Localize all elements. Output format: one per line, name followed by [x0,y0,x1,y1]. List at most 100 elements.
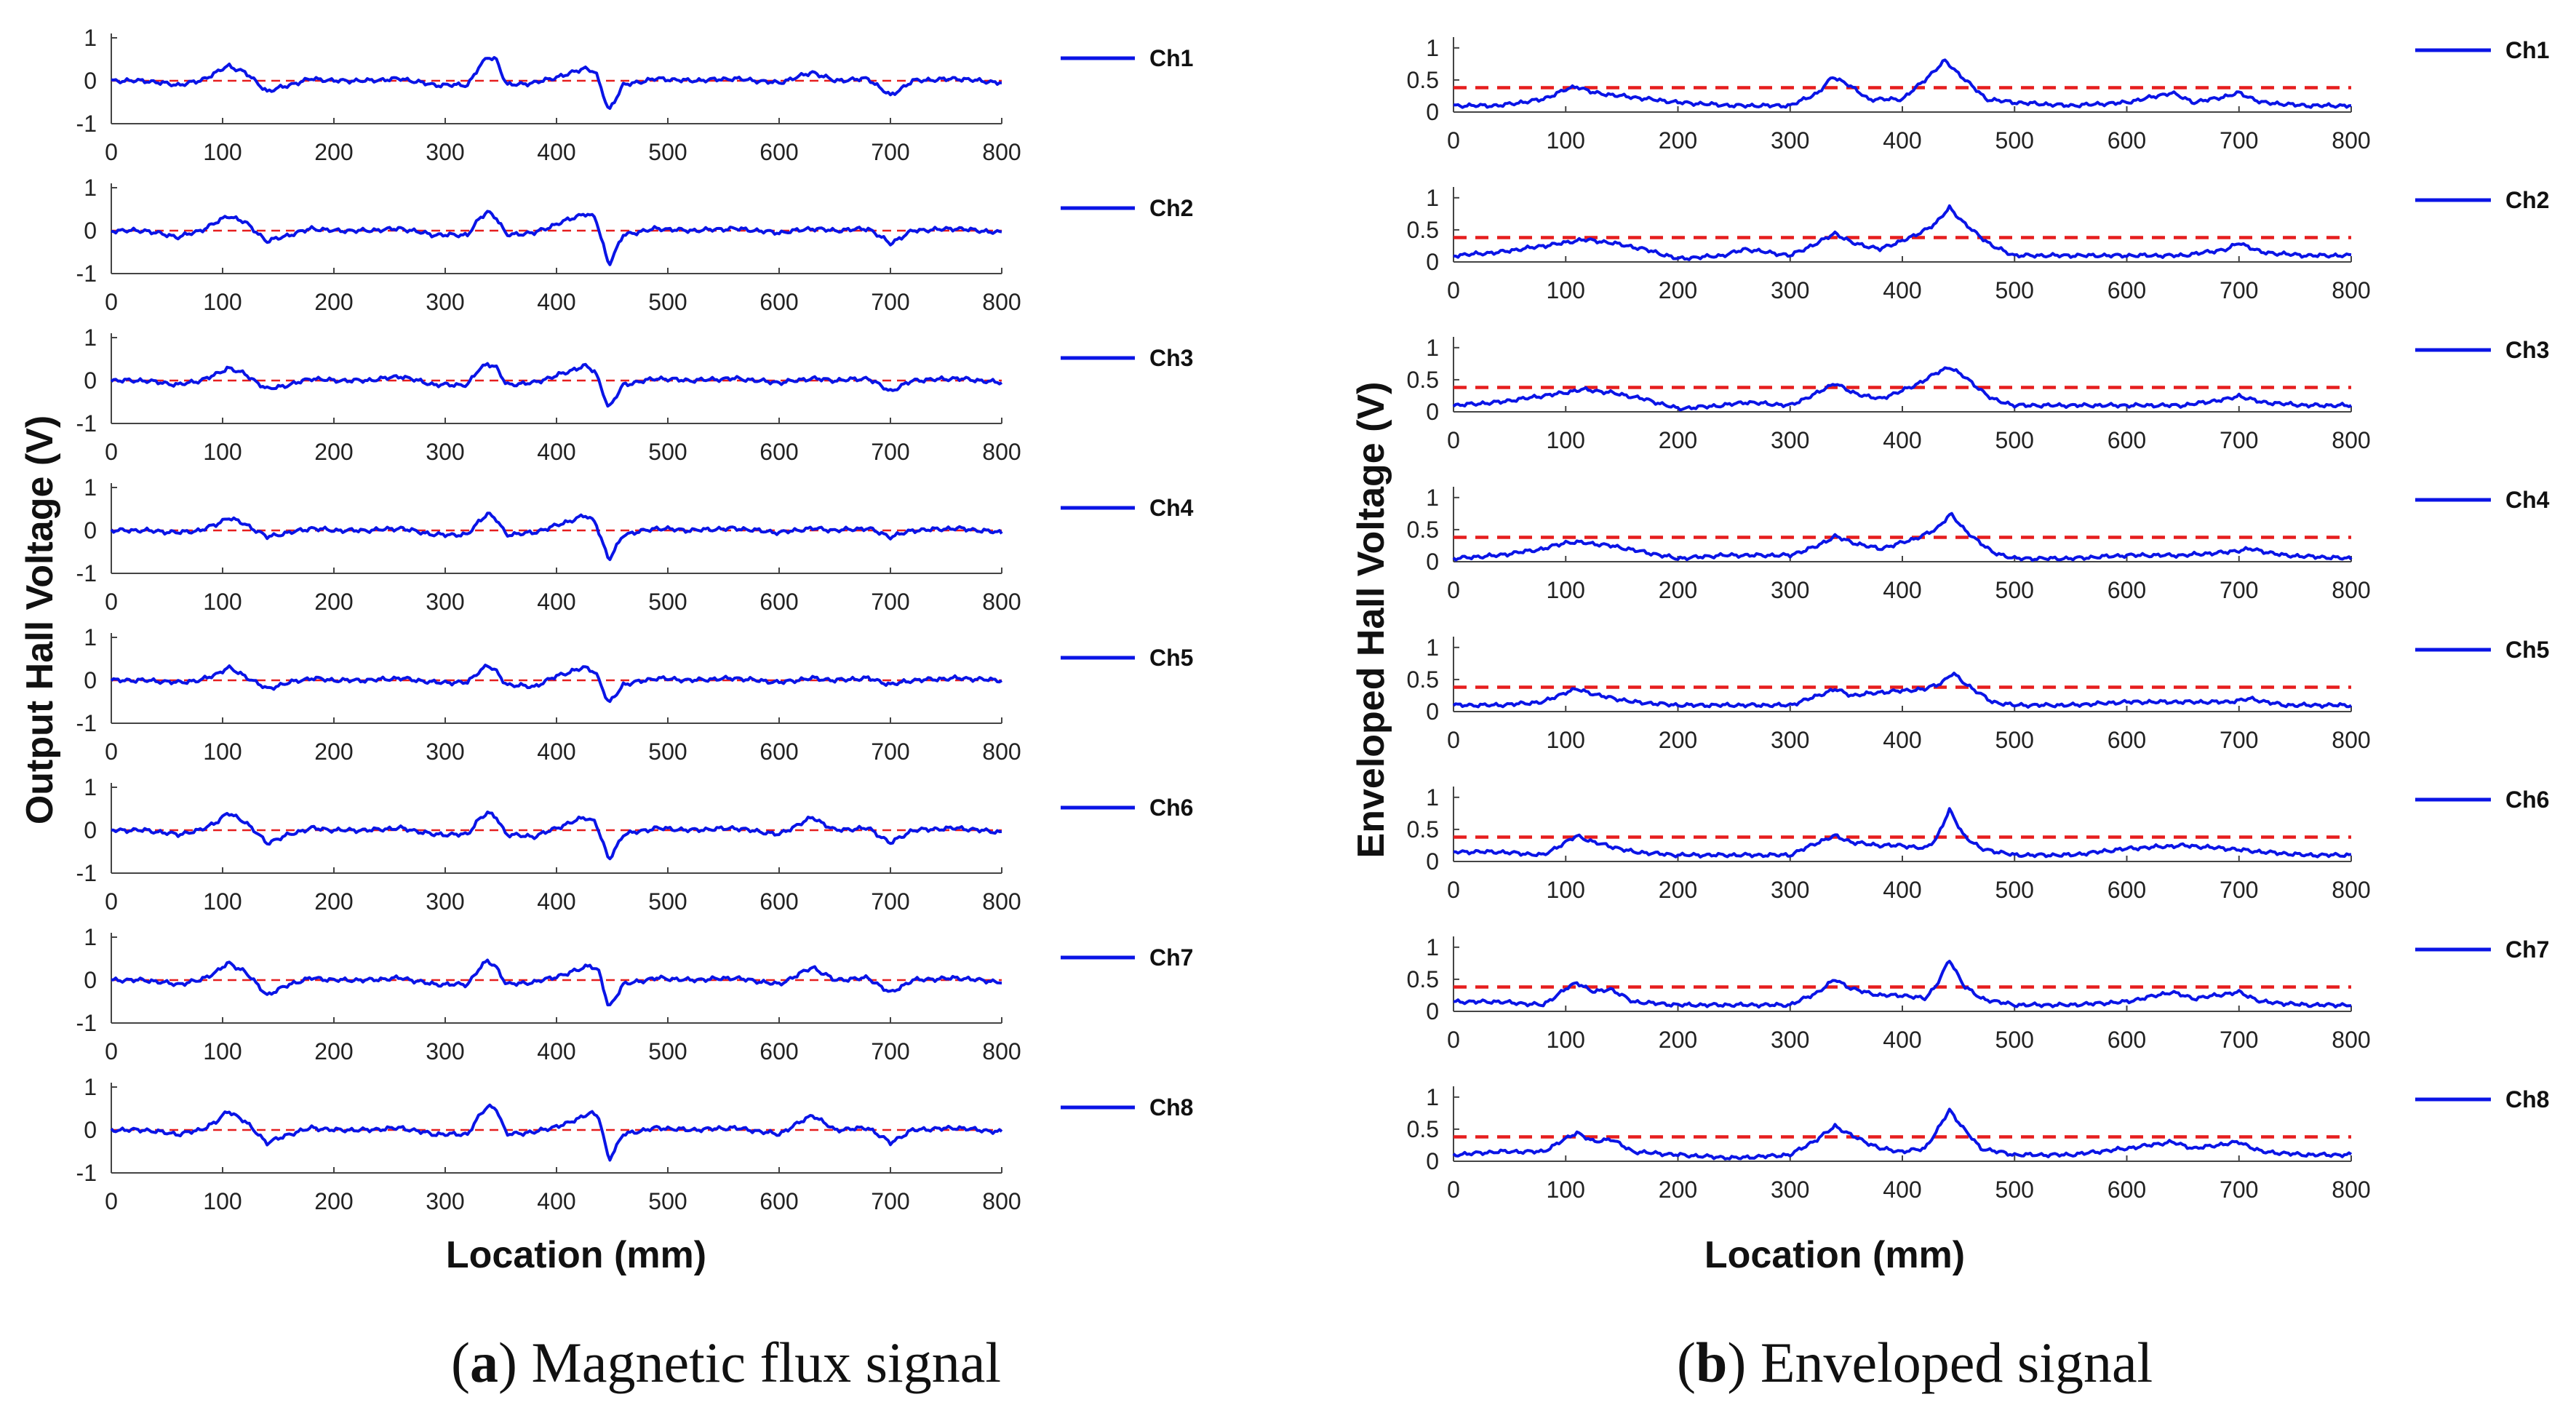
x-tick-label: 800 [2332,127,2370,154]
x-tick-label: 300 [426,1188,464,1214]
signal-line-ch3 [1452,366,2353,412]
y-tick-label: 0 [84,367,97,394]
x-tick-label: 600 [759,289,798,315]
y-tick-label: 0.5 [1407,666,1439,693]
x-tick-label: 100 [1547,427,1585,453]
x-tick-label: 400 [1883,1177,1921,1203]
x-tick-label: 0 [105,289,118,315]
x-tick-label: 100 [1547,1027,1585,1053]
panel-a-caption: (a) Magnetic flux signal [451,1331,1001,1394]
x-tick-label: 700 [2220,427,2258,453]
x-tick-label: 200 [314,739,353,765]
x-tick-label: 200 [1659,877,1697,903]
signal-line-ch1 [111,56,1002,110]
panel-b-caption: (b) Enveloped signal [1677,1331,2153,1394]
x-tick-label: 700 [871,589,909,615]
x-tick-label: 200 [314,589,353,615]
panel-a-magnetic-flux: Output Hall Voltage (V) Location (mm) (a… [19,25,1194,1394]
y-tick-label: 1 [1426,1084,1439,1110]
x-tick-label: 300 [426,139,464,165]
legend-label-ch6: Ch6 [2505,787,2549,813]
x-tick-label: 100 [1547,1177,1585,1203]
x-tick-label: 600 [2108,577,2146,603]
x-tick-label: 700 [871,739,909,765]
x-tick-label: 400 [1883,877,1921,903]
y-tick-label: 1 [84,774,97,800]
x-tick-label: 400 [1883,1027,1921,1053]
x-tick-label: 0 [1447,727,1460,753]
x-tick-label: 800 [982,1188,1021,1214]
x-tick-label: 200 [1659,427,1697,453]
x-tick-label: 300 [1771,427,1809,453]
signal-line-ch7 [1453,960,2352,1009]
signal-line-ch4 [110,512,1003,562]
y-tick-label: 0.5 [1407,517,1439,543]
y-tick-label: 0.5 [1407,367,1439,393]
y-tick-label: 0 [1426,549,1439,575]
y-tick-label: 0 [1426,848,1439,875]
subplot-b-ch2: 0 0.5 1 0 100 200 300 400 500 600 700 800 Ch2 [1407,185,2550,303]
y-tick-label: 0.5 [1407,217,1439,243]
y-tick-label: -1 [76,410,97,437]
x-tick-label: 100 [203,589,242,615]
x-tick-label: 600 [2108,427,2146,453]
x-tick-label: 400 [1883,427,1921,453]
legend-label-ch1: Ch1 [2505,37,2549,63]
x-tick-label: 0 [1447,577,1460,603]
x-tick-label: 800 [982,1038,1021,1064]
x-tick-label: 300 [1771,277,1809,303]
y-tick-label: 0.5 [1407,1116,1439,1142]
x-tick-label: 0 [1447,127,1460,154]
signal-line-ch5 [110,664,1003,704]
legend-label-ch3: Ch3 [1149,345,1193,371]
x-tick-label: 800 [982,888,1021,915]
y-tick-label: 1 [1426,784,1439,811]
x-tick-label: 700 [871,1038,909,1064]
x-tick-label: 800 [2332,1027,2370,1053]
x-tick-label: 400 [1883,127,1921,154]
y-tick-label: -1 [76,1160,97,1186]
x-tick-label: 400 [1883,577,1921,603]
y-tick-label: 0.5 [1407,67,1439,93]
x-tick-label: 800 [2332,277,2370,303]
y-tick-label: 0.5 [1407,816,1439,843]
x-tick-label: 200 [1659,577,1697,603]
subplot-a-ch2: -1 0 1 0 100 200 300 400 500 600 700 800 Ch2 [76,175,1194,315]
signal-line-ch3 [110,362,1003,408]
y-tick-label: 1 [1426,35,1439,61]
x-tick-label: 100 [203,1038,242,1064]
y-tick-label: -1 [76,1010,97,1036]
x-tick-label: 800 [2332,727,2370,753]
x-tick-label: 200 [314,139,353,165]
signal-line-ch5 [1452,672,2352,709]
x-tick-label: 300 [426,439,464,465]
legend-label-ch7: Ch7 [2505,936,2549,963]
x-tick-label: 300 [1771,1177,1809,1203]
signal-line-ch8 [1452,1107,2353,1161]
x-tick-label: 600 [759,589,798,615]
subplot-b-ch7: 0 0.5 1 0 100 200 300 400 500 600 700 800 Ch7 [1407,934,2550,1053]
x-tick-label: 100 [203,888,242,915]
x-tick-label: 300 [426,589,464,615]
y-tick-label: 0 [1426,399,1439,425]
signal-line-ch6 [1453,807,2352,859]
signal-line-ch4 [1452,512,2353,562]
panel-b-xlabel: Location (mm) [1704,1234,1965,1276]
x-tick-label: 800 [2332,427,2370,453]
subplot-b-ch3: 0 0.5 1 0 100 200 300 400 500 600 700 800 Ch3 [1407,335,2550,453]
panel-b-ylabel: Enveloped Hall Voltage (V) [1350,382,1392,859]
x-tick-label: 600 [2108,877,2146,903]
x-tick-label: 400 [537,289,575,315]
x-tick-label: 700 [871,139,909,165]
x-tick-label: 800 [982,289,1021,315]
x-tick-label: 500 [1995,277,2034,303]
x-tick-label: 500 [1995,577,2034,603]
y-tick-label: 1 [1426,485,1439,511]
x-tick-label: 400 [537,139,575,165]
x-tick-label: 600 [759,1188,798,1214]
subplot-a-ch5: -1 0 1 0 100 200 300 400 500 600 700 800 Ch5 [76,624,1194,765]
x-tick-label: 600 [759,888,798,915]
subplot-a-ch6: -1 0 1 0 100 200 300 400 500 600 700 800 Ch6 [76,774,1194,915]
x-tick-label: 0 [105,589,118,615]
